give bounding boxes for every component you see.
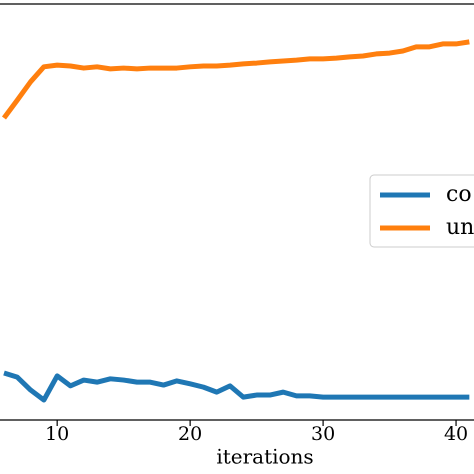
legend-label: un [446,215,474,240]
x-axis-label: iterations [216,445,313,469]
legend-label: co [446,182,472,207]
x-tick-label: 20 [178,423,202,445]
data-line [3,370,470,403]
x-tick-label: 10 [45,423,69,445]
data-line [1,39,470,120]
x-tick-label: 30 [311,423,335,445]
x-tick-label: 40 [444,423,468,445]
